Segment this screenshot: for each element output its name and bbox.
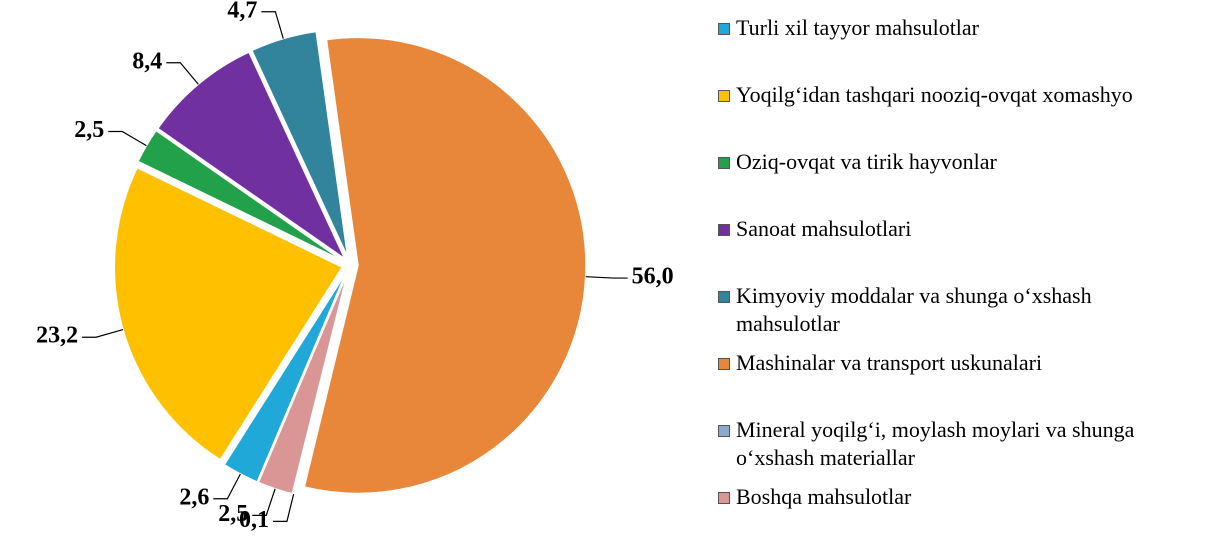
- value-label: 2,5: [218, 501, 248, 527]
- legend-label: Boshqa mahsulotlar: [736, 484, 912, 509]
- leader-line: [213, 473, 241, 500]
- legend-item: Mineral yoqilg‘i, moylash moylari va shu…: [718, 416, 1166, 472]
- legend-label: Turli xil tayyor mahsulotlar: [736, 15, 980, 40]
- legend-marker: [718, 157, 730, 169]
- legend-item: Boshqa mahsulotlar: [718, 483, 1166, 511]
- leader-line: [82, 328, 124, 338]
- legend-label: Mashinalar va transport uskunalari: [736, 350, 1043, 375]
- legend-label: Yoqilg‘idan tashqari nooziq-ovqat xomash…: [736, 82, 1133, 107]
- legend-marker: [718, 224, 730, 236]
- legend-item: Yoqilg‘idan tashqari nooziq-ovqat xomash…: [718, 81, 1166, 109]
- legend-item: Sanoat mahsulotlari: [718, 215, 1166, 243]
- pie-slice: [303, 36, 587, 495]
- legend-item: Turli xil tayyor mahsulotlar: [718, 14, 1166, 42]
- legend-label: Oziq-ovqat va tirik hayvonlar: [736, 149, 997, 174]
- legend-item: Oziq-ovqat va tirik hayvonlar: [718, 148, 1166, 176]
- pie-slice: [113, 166, 344, 461]
- legend-label: Mineral yoqilg‘i, moylash moylari va shu…: [736, 417, 1135, 470]
- value-label: 4,7: [227, 0, 257, 23]
- legend-marker: [718, 425, 730, 437]
- leader-line: [585, 276, 628, 279]
- leader-line: [108, 130, 147, 147]
- value-label: 8,4: [132, 48, 162, 74]
- legend-marker: [718, 23, 730, 35]
- value-label: 2,5: [74, 117, 104, 143]
- legend-label: Kimyoviy moddalar va shunga o‘xshash mah…: [736, 283, 1092, 336]
- value-label: 23,2: [36, 323, 78, 349]
- legend-label: Sanoat mahsulotlari: [736, 216, 912, 241]
- leader-line: [261, 11, 284, 39]
- leader-line: [252, 488, 276, 516]
- leader-line: [166, 62, 199, 85]
- pie-slice: [250, 30, 349, 258]
- chart: 2,623,22,58,44,756,00,12,5: [36, 0, 674, 533]
- pie-slice: [136, 129, 344, 262]
- value-label: 2,6: [179, 484, 209, 510]
- value-label: 56,0: [632, 264, 674, 290]
- leader-line: [272, 494, 295, 522]
- legend-marker: [718, 291, 730, 303]
- legend-marker: [718, 358, 730, 370]
- legend-marker: [718, 90, 730, 102]
- pie-slice: [223, 271, 347, 483]
- legend-item: Mashinalar va transport uskunalari: [718, 349, 1166, 377]
- pie-slice: [156, 51, 347, 262]
- legend-marker: [718, 492, 730, 504]
- value-label: 0,1: [239, 507, 269, 533]
- legend-item: Kimyoviy moddalar va shunga o‘xshash mah…: [718, 282, 1166, 338]
